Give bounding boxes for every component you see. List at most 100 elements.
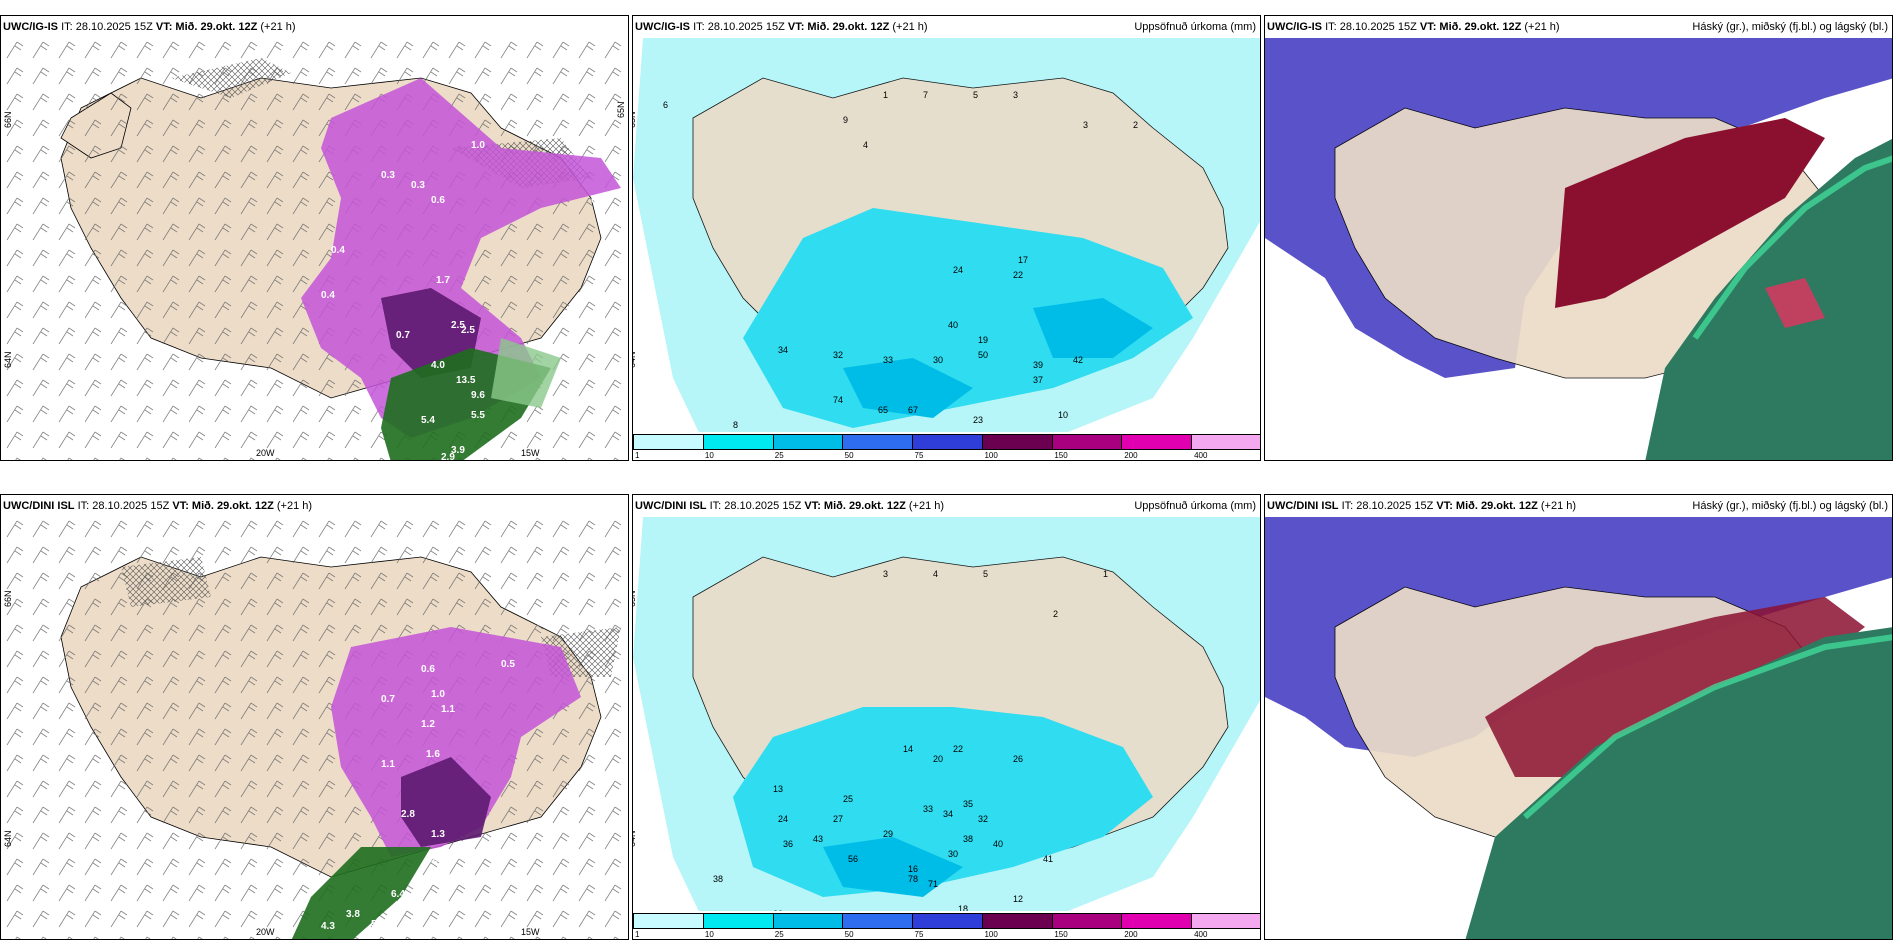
value-label: 24 xyxy=(953,265,963,275)
value-label: 0.4 xyxy=(321,290,335,301)
value-label: 7 xyxy=(923,90,928,100)
value-label: 30 xyxy=(933,355,943,365)
colorbar-cell xyxy=(703,434,774,450)
colorbar-tick-label: 50 xyxy=(844,451,854,460)
lat-label: 64N xyxy=(633,830,637,847)
value-label: 74 xyxy=(833,395,843,405)
value-label: 6.4 xyxy=(391,889,405,900)
colorbar-cell xyxy=(1122,434,1193,450)
value-label: 67 xyxy=(908,405,918,415)
colorbar-cell xyxy=(1192,913,1260,929)
value-label: 22 xyxy=(1013,270,1023,280)
lon-label: 20W xyxy=(256,927,275,937)
lat-label: 65N xyxy=(633,111,637,128)
value-label: 2.5 xyxy=(461,325,475,336)
value-label: 0.6 xyxy=(431,195,445,206)
low-cloud-patch xyxy=(1765,278,1825,328)
panel-header: UWC/IG-IS IT: 28.10.2025 15Z VT: Mið. 29… xyxy=(1265,16,1892,38)
colorbar-tick-label: 25 xyxy=(774,451,784,460)
value-label: 5 xyxy=(983,569,988,579)
value-label: 32 xyxy=(833,350,843,360)
colorbar-cell xyxy=(913,913,983,929)
value-label: 2.9 xyxy=(441,452,455,461)
colorbar-tick-label: 150 xyxy=(1054,451,1068,460)
precip-blue-core xyxy=(843,358,973,418)
value-label: 41 xyxy=(1043,854,1053,864)
high-cloud-edge xyxy=(1692,155,1892,340)
colorbar-cell xyxy=(982,913,1053,929)
panel-header: UWC/DINI ISL IT: 28.10.2025 15Z VT: Mið.… xyxy=(1,495,628,517)
value-label: 32 xyxy=(978,814,988,824)
value-label: 3 xyxy=(1083,120,1088,130)
lon-label: 15W xyxy=(521,448,540,458)
map-area: 1 7 5 3 9 4 3 2 24 17 22 40 19 30 50 39 … xyxy=(633,38,1260,460)
map-area: 0.6 1.0 1.1 1.2 1.6 0.5 1.1 2.8 1.3 12.5… xyxy=(1,517,628,939)
colorbar-tick-label: 400 xyxy=(1194,451,1208,460)
map-area xyxy=(1265,517,1892,939)
map-panel-ig-is-snow: UWC/IG-IS IT: 28.10.2025 15Z VT: Mið. 29… xyxy=(0,15,629,461)
value-label: 33 xyxy=(883,355,893,365)
colorbar-cell xyxy=(982,434,1053,450)
colorbar-tick-label: 100 xyxy=(984,930,998,939)
value-label: 20 xyxy=(933,754,943,764)
snow-hatch-area xyxy=(121,557,211,607)
map-panel-dini-precip: UWC/DINI ISL IT: 28.10.2025 15Z VT: Mið.… xyxy=(632,494,1261,940)
colorbar-cell xyxy=(703,913,774,929)
value-label: 43 xyxy=(813,834,823,844)
value-label: 2.5 xyxy=(451,320,465,331)
value-label: 3 xyxy=(1013,90,1018,100)
lat-label: 66N xyxy=(3,590,13,607)
value-label: 35 xyxy=(963,799,973,809)
panel-header: UWC/DINI ISL IT: 28.10.2025 15Z VT: Mið.… xyxy=(633,495,1260,517)
value-label: 4 xyxy=(933,569,938,579)
colorbar-cell xyxy=(1052,913,1123,929)
value-label: 0.3 xyxy=(381,170,395,181)
colorbar-cell xyxy=(1122,913,1193,929)
precip-snow-area xyxy=(331,627,581,857)
value-label: 6 xyxy=(663,100,668,110)
map-panel-dini-clouds: UWC/DINI ISL IT: 28.10.2025 15Z VT: Mið.… xyxy=(1264,494,1893,940)
colorbar-cell xyxy=(633,913,704,929)
value-label: 56 xyxy=(848,854,858,864)
value-label: 16 xyxy=(908,864,918,874)
value-label: 1 xyxy=(883,90,888,100)
value-label: 19 xyxy=(978,335,988,345)
high-cloud-edge xyxy=(1523,634,1892,820)
value-label: 2 xyxy=(1053,609,1058,619)
value-label: 12.5 xyxy=(426,854,446,865)
value-label: 4.3 xyxy=(321,921,335,932)
value-label: 1 xyxy=(1103,569,1108,579)
value-label: 1.7 xyxy=(436,275,450,286)
value-label: 26 xyxy=(1013,754,1023,764)
value-label: 29 xyxy=(883,829,893,839)
value-label: 33 xyxy=(923,804,933,814)
colorbar-tick-label: 75 xyxy=(914,451,924,460)
value-label: 39 xyxy=(1033,360,1043,370)
value-label: 8 xyxy=(733,420,738,430)
value-label: 11.3 xyxy=(451,849,470,860)
colorbar-tick-label: 400 xyxy=(1194,930,1208,939)
colorbar-cell xyxy=(913,434,983,450)
high-cloud-area xyxy=(1465,627,1892,939)
panel-header: UWC/IG-IS IT: 28.10.2025 15Z VT: Mið. 29… xyxy=(1,16,628,38)
value-label: 50 xyxy=(978,350,988,360)
value-label: 12 xyxy=(1013,894,1023,904)
value-label: 1.2 xyxy=(421,719,435,730)
colorbar-tick-label: 100 xyxy=(984,451,998,460)
colorbar-tick-label: 25 xyxy=(774,930,784,939)
value-label: 5.4 xyxy=(421,415,435,426)
value-label: 18 xyxy=(958,904,968,914)
value-label: 1.1 xyxy=(381,759,395,770)
value-label: 1.0 xyxy=(431,689,445,700)
precip-rain-area xyxy=(291,847,431,939)
map-panel-dini-snow: UWC/DINI ISL IT: 28.10.2025 15Z VT: Mið.… xyxy=(0,494,629,940)
value-label: 37 xyxy=(1033,375,1043,385)
value-label: 38 xyxy=(963,834,973,844)
map-panel-ig-is-precip: UWC/IG-IS IT: 28.10.2025 15Z VT: Mið. 29… xyxy=(632,15,1261,461)
colorbar-tick-label: 1 xyxy=(635,930,640,939)
value-label: 14 xyxy=(903,744,913,754)
value-label: 2.8 xyxy=(401,809,415,820)
panel-header: UWC/DINI ISL IT: 28.10.2025 15Z VT: Mið.… xyxy=(1265,495,1892,517)
value-label: 24 xyxy=(778,814,788,824)
value-label: 71 xyxy=(928,879,938,889)
